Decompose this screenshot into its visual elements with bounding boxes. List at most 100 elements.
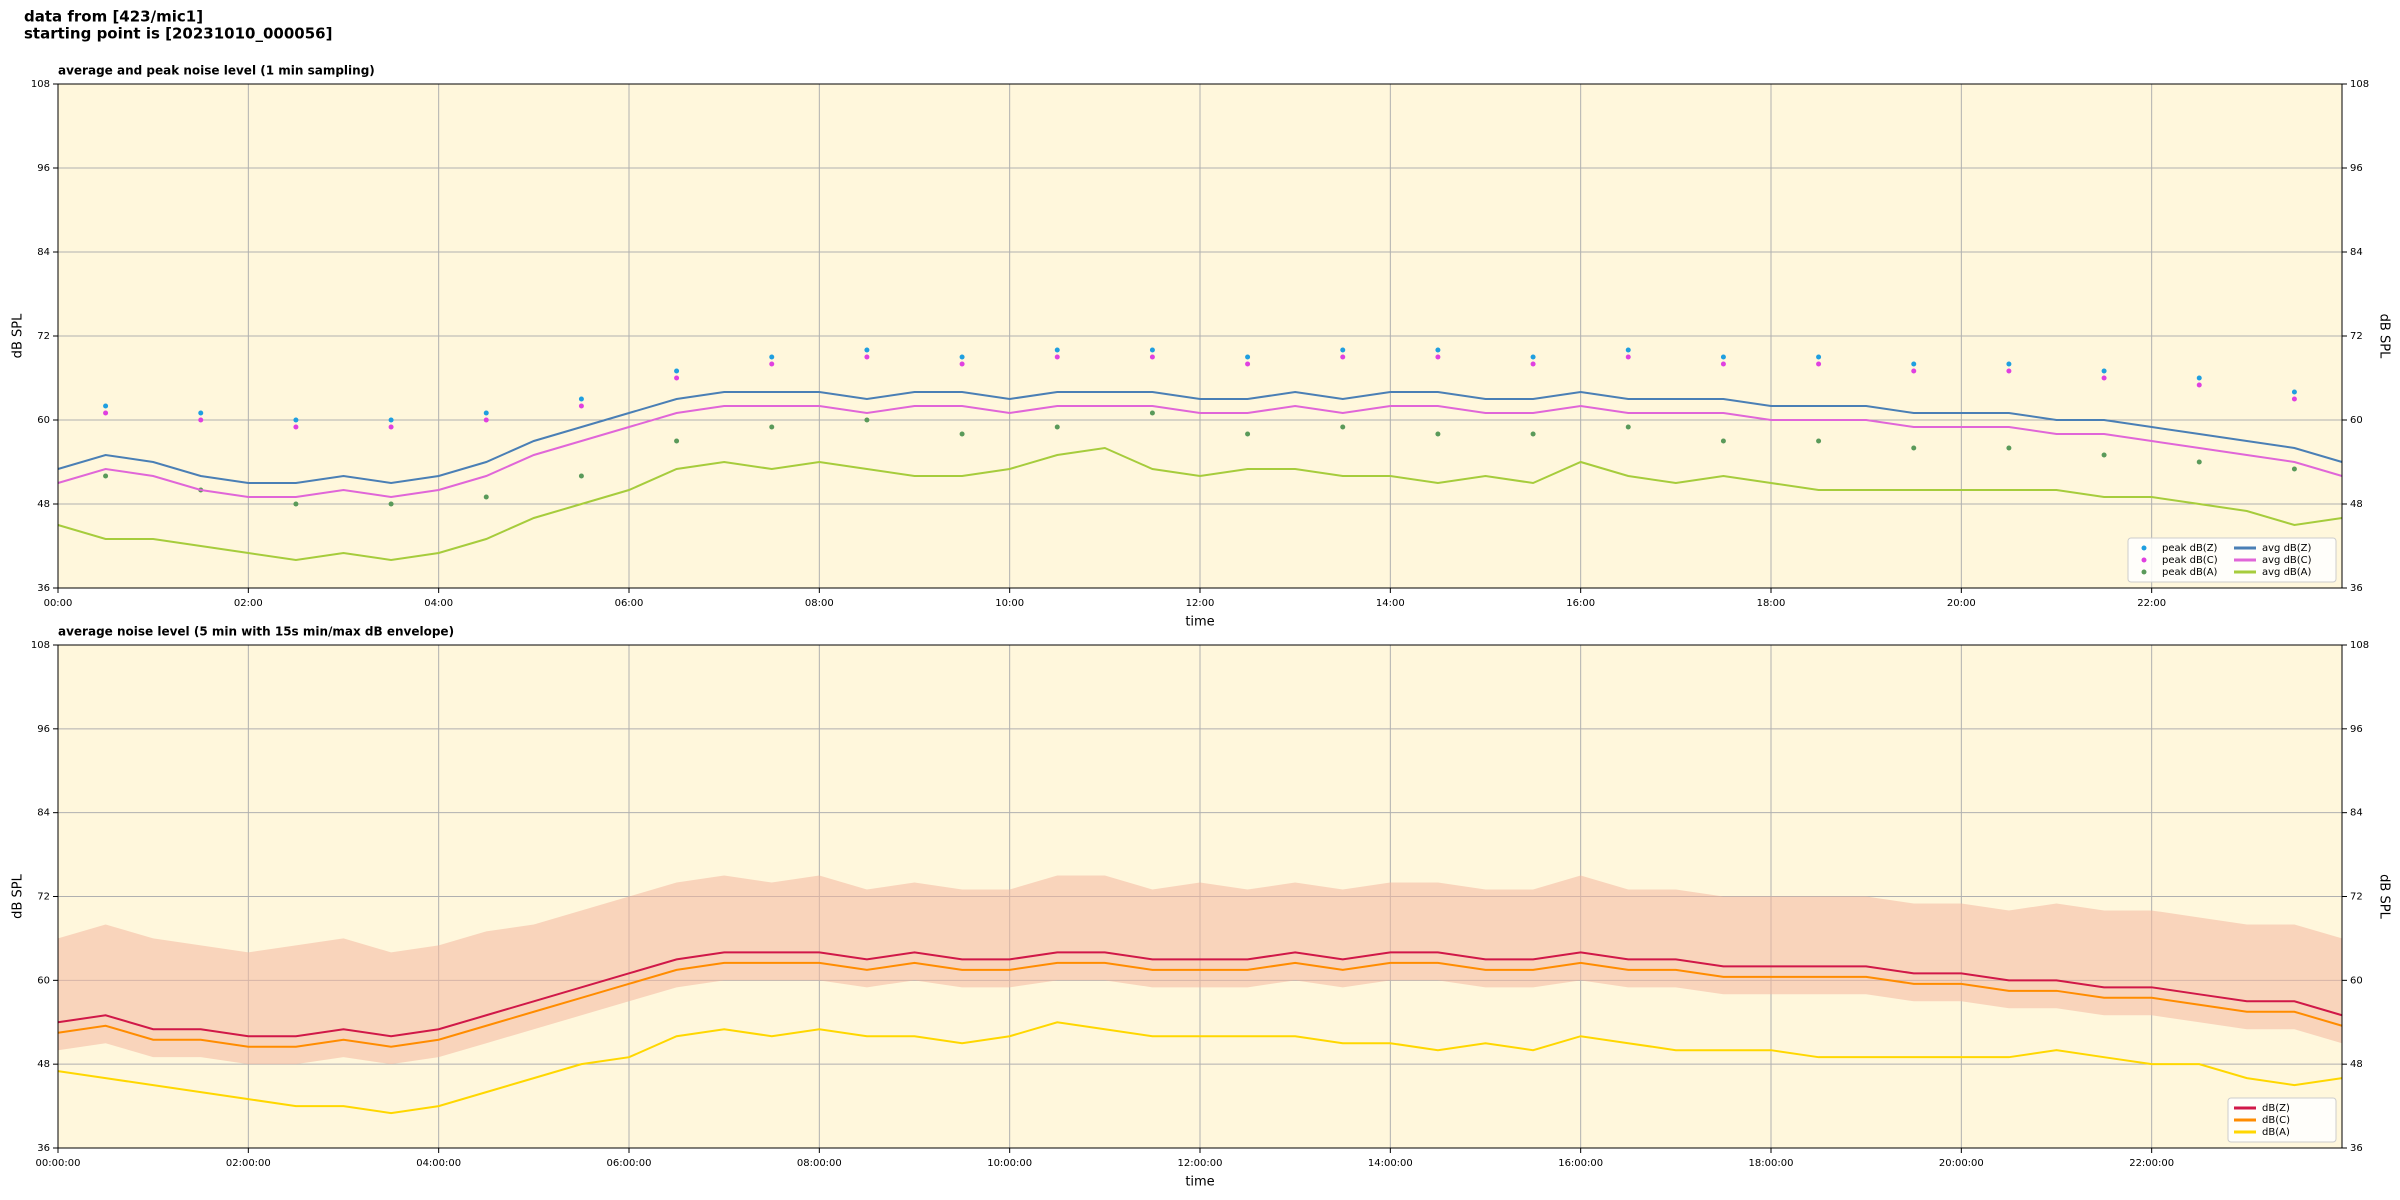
y2-tick-label: 60 <box>2350 975 2363 986</box>
x-tick-label: 06:00:00 <box>607 1158 652 1169</box>
y2-tick-label: 108 <box>2350 79 2369 90</box>
peak-point <box>674 375 680 381</box>
y-tick-label: 60 <box>37 975 50 986</box>
y-tick-label: 96 <box>37 163 50 174</box>
peak-point <box>103 403 109 409</box>
peak-point <box>769 361 775 367</box>
series-line <box>57 446 2343 562</box>
y-tick-label: 36 <box>37 583 50 594</box>
y2-tick-label: 72 <box>2350 892 2363 903</box>
peak-point <box>2101 368 2107 374</box>
legend-label: avg dB(A) <box>2262 567 2312 578</box>
x-tick-label: 04:00 <box>424 598 453 609</box>
peak-point <box>2196 382 2202 388</box>
x-tick-label: 02:00:00 <box>226 1158 271 1169</box>
y-axis-label: dB SPL <box>11 873 26 918</box>
peak-point <box>1340 347 1346 353</box>
peak-point <box>1340 424 1346 430</box>
x-tick-label: 16:00:00 <box>1558 1158 1603 1169</box>
peak-point <box>1720 361 1726 367</box>
x-tick-label: 20:00 <box>1947 598 1976 609</box>
peak-point <box>1245 361 1251 367</box>
peak-point <box>959 431 965 437</box>
y2-tick-label: 96 <box>2350 163 2363 174</box>
chart-title: average noise level (5 min with 15s min/… <box>58 625 454 639</box>
x-tick-label: 06:00 <box>615 598 644 609</box>
x-tick-label: 18:00:00 <box>1749 1158 1794 1169</box>
peak-point <box>388 417 394 423</box>
legend-label: avg dB(C) <box>2262 555 2312 566</box>
header-line: data from [423/mic1] <box>24 8 203 26</box>
y-tick-label: 96 <box>37 724 50 735</box>
legend-marker <box>2141 569 2147 575</box>
peak-point <box>1625 347 1631 353</box>
legend-label: dB(Z) <box>2262 1103 2290 1114</box>
peak-point <box>959 361 965 367</box>
y-tick-label: 72 <box>37 331 50 342</box>
peak-point <box>1149 410 1155 416</box>
x-tick-label: 02:00 <box>234 598 263 609</box>
x-tick-label: 08:00 <box>805 598 834 609</box>
legend-marker <box>2141 545 2147 551</box>
peak-point <box>2006 445 2012 451</box>
peak-point <box>1625 424 1631 430</box>
y2-axis-label: dB SPL <box>2377 314 2392 359</box>
legend-label: avg dB(Z) <box>2262 543 2312 554</box>
y2-tick-label: 72 <box>2350 331 2363 342</box>
x-tick-label: 22:00:00 <box>2129 1158 2174 1169</box>
peak-point <box>1720 438 1726 444</box>
y-tick-label: 84 <box>37 808 50 819</box>
x-tick-label: 10:00 <box>995 598 1024 609</box>
peak-point <box>1435 354 1441 360</box>
y2-tick-label: 84 <box>2350 808 2363 819</box>
x-tick-label: 22:00 <box>2137 598 2166 609</box>
y-tick-label: 36 <box>37 1143 50 1154</box>
y-tick-label: 84 <box>37 247 50 258</box>
peak-point <box>1816 361 1822 367</box>
x-tick-label: 12:00:00 <box>1178 1158 1223 1169</box>
peak-point <box>864 354 870 360</box>
x-tick-label: 00:00 <box>44 598 73 609</box>
peak-point <box>1435 347 1441 353</box>
peak-point <box>769 354 775 360</box>
peak-point <box>864 417 870 423</box>
peak-point <box>2006 368 2012 374</box>
y-tick-label: 48 <box>37 1059 50 1070</box>
peak-point <box>388 424 394 430</box>
series-line <box>57 951 2343 1038</box>
peak-point <box>1054 354 1060 360</box>
y-tick-label: 60 <box>37 415 50 426</box>
peak-point <box>103 473 109 479</box>
legend-label: dB(C) <box>2262 1115 2290 1126</box>
x-tick-label: 00:00:00 <box>36 1158 81 1169</box>
peak-point <box>1911 368 1917 374</box>
peak-point <box>1530 361 1536 367</box>
peak-point <box>198 417 204 423</box>
y-tick-label: 72 <box>37 892 50 903</box>
peak-point <box>2196 375 2202 381</box>
peak-point <box>198 410 204 416</box>
series-line <box>57 390 2343 485</box>
plot-frame <box>57 644 2343 1149</box>
x-tick-label: 08:00:00 <box>797 1158 842 1169</box>
y-tick-label: 108 <box>31 640 50 651</box>
x-tick-label: 20:00:00 <box>1939 1158 1984 1169</box>
legend-marker <box>2141 557 2147 563</box>
peak-point <box>1435 431 1441 437</box>
legend-box <box>2127 537 2337 583</box>
peak-point <box>1054 424 1060 430</box>
series-line <box>57 404 2343 499</box>
legend-label: peak dB(C) <box>2162 555 2218 566</box>
peak-point <box>1245 431 1251 437</box>
peak-point <box>2101 375 2107 381</box>
x-tick-label: 14:00:00 <box>1368 1158 1413 1169</box>
peak-point <box>578 396 584 402</box>
peak-point <box>388 501 394 507</box>
peak-point <box>674 438 680 444</box>
chart-title: average and peak noise level (1 min samp… <box>58 64 375 78</box>
peak-point <box>959 354 965 360</box>
peak-point <box>578 403 584 409</box>
plot-frame <box>57 83 2343 589</box>
peak-point <box>769 424 775 430</box>
x-tick-label: 16:00 <box>1566 598 1595 609</box>
